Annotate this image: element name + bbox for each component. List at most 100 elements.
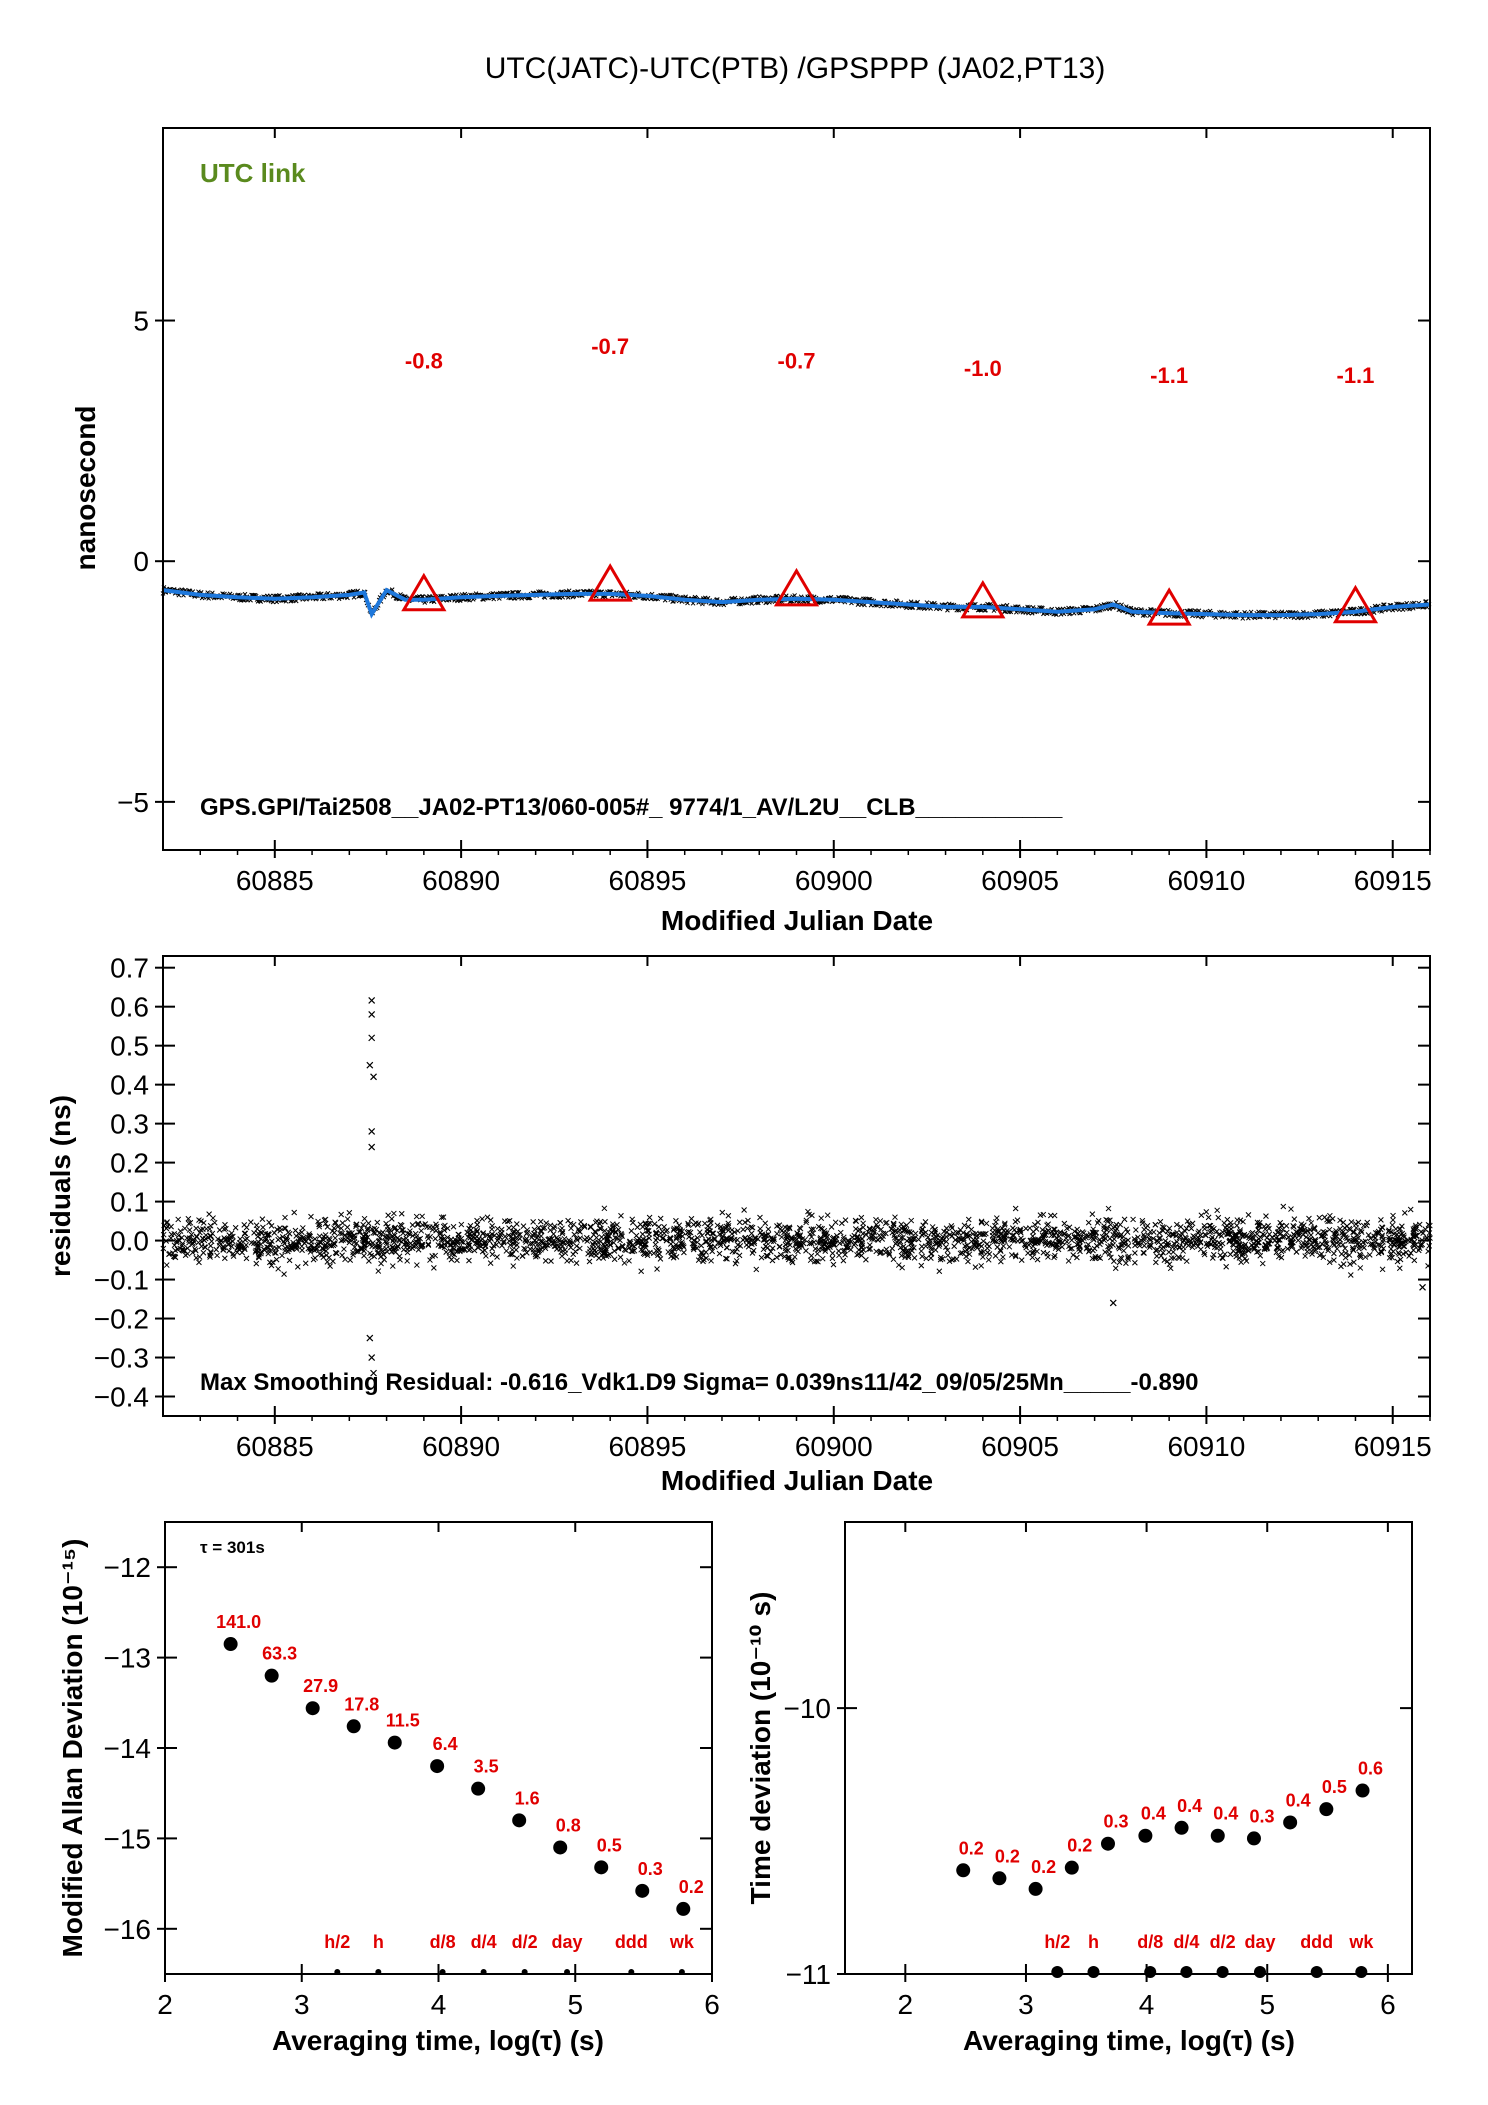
residual-point [618,1230,624,1237]
residual-point [902,1254,908,1261]
residual-point [943,1225,950,1232]
residual-point [443,1249,450,1256]
residual-point [465,1240,472,1247]
residual-point [201,1244,208,1250]
residual-point [895,1262,902,1268]
residual-point [670,1227,677,1233]
residual-point [479,1230,486,1237]
residual-point [376,1245,383,1251]
residual-point [571,1231,578,1238]
residual-point [978,1218,985,1225]
residual-point [1227,1251,1234,1258]
residual-point [1094,1220,1101,1226]
residual-point [1176,1255,1183,1261]
residual-point [676,1232,683,1239]
tdev-time-marker [1144,1966,1157,1978]
residual-point [1130,1216,1136,1223]
residual-point [346,1230,353,1236]
residual-point [1219,1229,1226,1235]
residual-point [989,1237,996,1244]
residual-point [1288,1236,1294,1243]
residual-point [933,1234,940,1241]
residual-point [1132,1259,1138,1266]
residual-point [568,1225,574,1232]
residual-point [404,1258,411,1264]
residual-point [803,1217,810,1224]
residual-point [285,1229,292,1236]
residual-point [1390,1248,1397,1255]
residual-point [636,1239,643,1246]
residual-point [1230,1237,1237,1244]
residual-point [653,1229,659,1236]
link-y-tick-label: 5 [133,306,149,337]
residual-point [465,1242,472,1249]
residual-point [1034,1248,1040,1255]
residual-point [298,1229,305,1236]
residual-point [919,1253,926,1260]
residual-point [1386,1234,1392,1241]
residual-point [1302,1243,1309,1249]
residual-point [1112,1223,1119,1230]
utc-link-label: UTC link [200,158,306,188]
residual-point [1098,1238,1104,1245]
residual-point [1326,1259,1333,1266]
residual-point [577,1229,583,1235]
residual-point [1159,1245,1165,1252]
residual-point [808,1234,815,1240]
residual-point [1222,1251,1228,1258]
residual-point [1106,1235,1113,1242]
residual-point [814,1250,821,1257]
residual-point [247,1219,254,1226]
residual-point [1238,1252,1245,1259]
residual-point [866,1242,873,1248]
residual-point [1281,1233,1288,1240]
residual-point [745,1240,752,1246]
residual-point [671,1245,677,1252]
mdev-point [430,1759,445,1774]
residual-point [350,1251,356,1258]
residual-point [749,1224,756,1231]
residual-point [1012,1252,1019,1259]
residual-point [327,1263,333,1269]
residual-point [832,1237,838,1244]
residual-point [339,1220,346,1226]
residual-point [818,1215,825,1222]
residual-point [734,1228,741,1234]
residual-point [432,1252,439,1259]
residual-point [1189,1244,1196,1251]
residual-point [858,1239,865,1246]
residual-point [409,1232,416,1239]
residual-point [840,1248,847,1254]
residual-point [749,1250,756,1256]
residual-point [197,1226,204,1233]
residuals-x-tick-label: 60885 [236,1431,314,1462]
residual-point [1372,1229,1379,1236]
residuals-y-tick-label: −0.3 [94,1343,149,1374]
residual-point [1246,1234,1252,1241]
residual-point [602,1218,608,1225]
residual-point [1263,1213,1269,1220]
residual-point [1183,1225,1190,1232]
residual-point [695,1257,702,1263]
tdev-point [1138,1828,1153,1843]
residual-point [725,1220,732,1227]
residual-point [521,1245,527,1252]
residual-point [757,1229,764,1236]
residual-point [573,1260,580,1266]
mdev-time-marker-label: d/4 [471,1932,497,1952]
residual-point [808,1240,815,1247]
residual-point [1350,1247,1357,1254]
residual-point [1160,1249,1166,1256]
tdev-x-tick-label: 2 [898,1989,914,2020]
residual-point [1029,1250,1035,1256]
residual-point [943,1244,949,1250]
residual-point [793,1240,799,1246]
residual-point [302,1260,309,1267]
residual-point [655,1224,662,1230]
residual-point [673,1254,680,1260]
residual-point [696,1229,703,1235]
residual-point [549,1240,556,1247]
residual-point [338,1225,345,1232]
residual-point [542,1258,549,1264]
tdev-time-marker-label: d/4 [1173,1932,1199,1952]
